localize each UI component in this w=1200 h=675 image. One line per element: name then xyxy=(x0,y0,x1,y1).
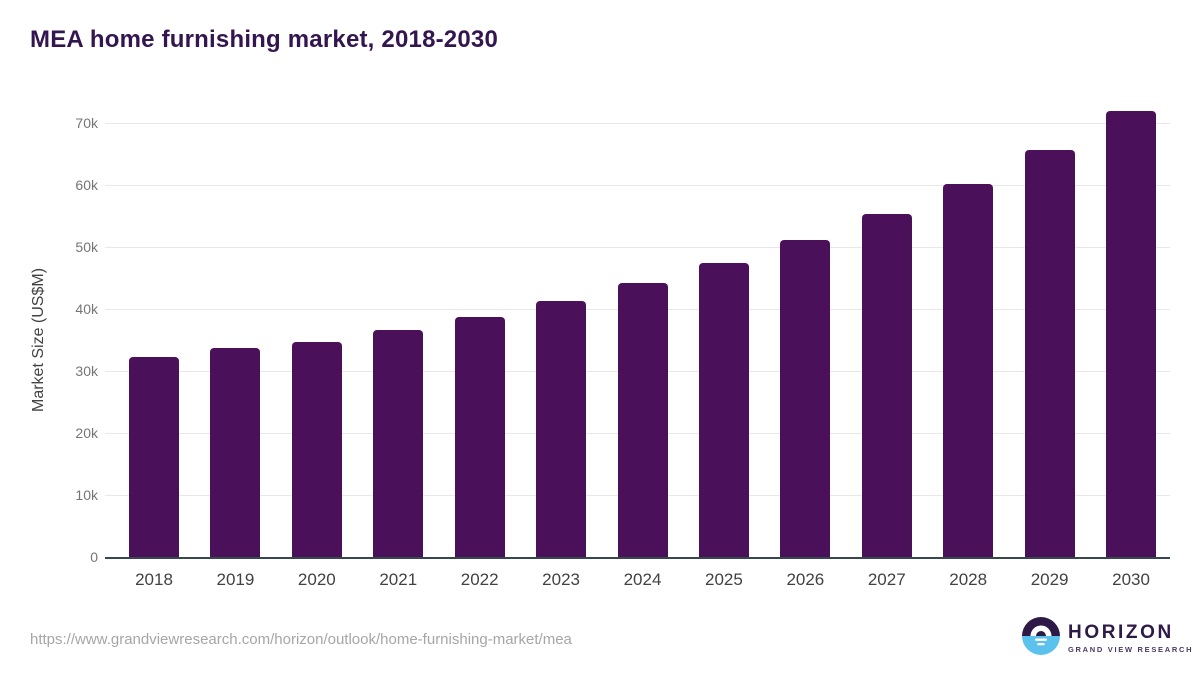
x-tick-label-2028: 2028 xyxy=(949,570,988,589)
x-tick-label-2027: 2027 xyxy=(867,570,906,589)
y-tick-label-70k: 70k xyxy=(75,115,98,131)
bar-2021 xyxy=(373,330,424,557)
x-tick-label-2018: 2018 xyxy=(135,570,173,589)
bar-2020 xyxy=(291,341,342,557)
x-tick-label-2021: 2021 xyxy=(379,570,418,589)
logo-name: HORIZON xyxy=(1068,622,1174,643)
gridline xyxy=(105,185,1170,186)
y-tick-label-30k: 30k xyxy=(75,363,98,379)
x-tick-label-2019: 2019 xyxy=(216,570,255,589)
horizon-logo-icon xyxy=(1022,617,1060,660)
gridline xyxy=(105,247,1170,248)
logo-tagline: GRAND VIEW RESEARCH xyxy=(1068,645,1194,654)
chart-title: MEA home furnishing market, 2018-2030 xyxy=(30,26,498,53)
x-tick-label-2022: 2022 xyxy=(460,570,499,589)
y-tick-label-60k: 60k xyxy=(75,177,98,193)
x-tick-label-2029: 2029 xyxy=(1030,570,1069,589)
bar-2018 xyxy=(129,356,179,557)
source-url: https://www.grandviewresearch.com/horizo… xyxy=(30,631,572,648)
bar-2025 xyxy=(698,263,749,557)
x-tick-label-2024: 2024 xyxy=(623,570,662,589)
bar-2026 xyxy=(780,240,831,557)
horizon-logo: HORIZON GRAND VIEW RESEARCH xyxy=(1022,617,1193,660)
y-tick-label-0: 0 xyxy=(90,549,98,565)
bar-2024 xyxy=(617,282,668,557)
bar-2022 xyxy=(454,317,505,557)
bar-2023 xyxy=(536,300,587,557)
bar-2027 xyxy=(861,214,912,557)
plot-area xyxy=(105,111,1170,559)
bar-2019 xyxy=(210,348,261,557)
x-tick-label-2025: 2025 xyxy=(705,570,743,589)
y-tick-label-50k: 50k xyxy=(75,239,98,255)
x-tick-label-2020: 2020 xyxy=(297,570,336,589)
gridline xyxy=(105,123,1170,124)
x-tick-label-2030: 2030 xyxy=(1112,570,1150,589)
x-tick-label-2023: 2023 xyxy=(542,570,580,589)
horizon-logo-text: HORIZON GRAND VIEW RESEARCH xyxy=(1068,622,1194,655)
bar-2029 xyxy=(1024,150,1075,557)
y-tick-label-40k: 40k xyxy=(75,301,98,317)
x-tick-label-2026: 2026 xyxy=(786,570,825,589)
bar-2030 xyxy=(1106,111,1157,557)
bar-2028 xyxy=(943,184,994,557)
y-tick-label-20k: 20k xyxy=(75,425,98,441)
y-tick-label-10k: 10k xyxy=(75,487,98,503)
